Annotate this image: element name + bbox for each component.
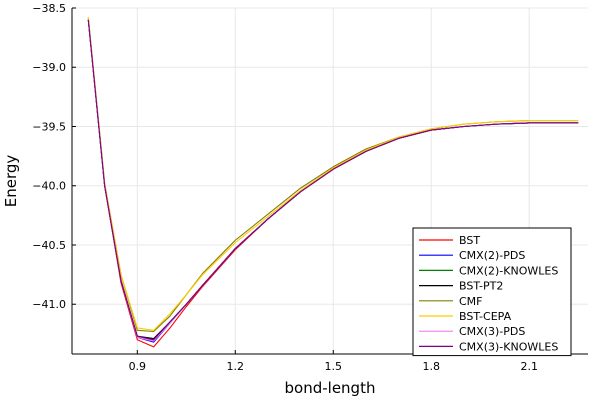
legend: BST CMX(2)-PDS CMX(2)-KNOWLES BST-PT2 CMF BST… (412, 227, 572, 357)
x-tick-label: 0.9 (129, 360, 147, 373)
legend-label: BST-PT2 (459, 280, 503, 293)
legend-label: BST-CEPA (459, 310, 512, 323)
y-tick-label: −39.5 (32, 120, 66, 133)
x-tick-label: 2.1 (520, 360, 538, 373)
legend-label: BST (459, 234, 480, 247)
x-ticks: 0.9 1.2 1.5 1.8 2.1 (129, 350, 538, 373)
legend-label: CMX(2)-KNOWLES (459, 264, 558, 277)
series-lines (87, 17, 579, 348)
y-tick-label: −40.5 (32, 239, 66, 252)
legend-label: CMX(2)-PDS (459, 249, 525, 262)
y-axis-title: Energy (2, 155, 20, 208)
legend-label: CMX(3)-PDS (459, 325, 525, 338)
series-line-bst-cepa (87, 17, 579, 331)
y-tick-label: −41.0 (32, 298, 66, 311)
x-axis-title: bond-length (285, 379, 376, 397)
legend-label: CMF (459, 295, 483, 308)
x-tick-label: 1.2 (227, 360, 245, 373)
y-tick-label: −39.0 (32, 61, 66, 74)
legend-box (412, 227, 572, 357)
legend-label: CMX(3)-KNOWLES (459, 340, 558, 353)
y-ticks: −38.5 −39.0 −39.5 −40.0 −40.5 −41.0 (32, 2, 76, 311)
x-tick-label: 1.8 (422, 360, 440, 373)
x-tick-label: 1.5 (325, 360, 343, 373)
y-tick-label: −40.0 (32, 180, 66, 193)
y-tick-label: −38.5 (32, 2, 66, 15)
series-line-cmx-3-knowles (87, 19, 579, 341)
